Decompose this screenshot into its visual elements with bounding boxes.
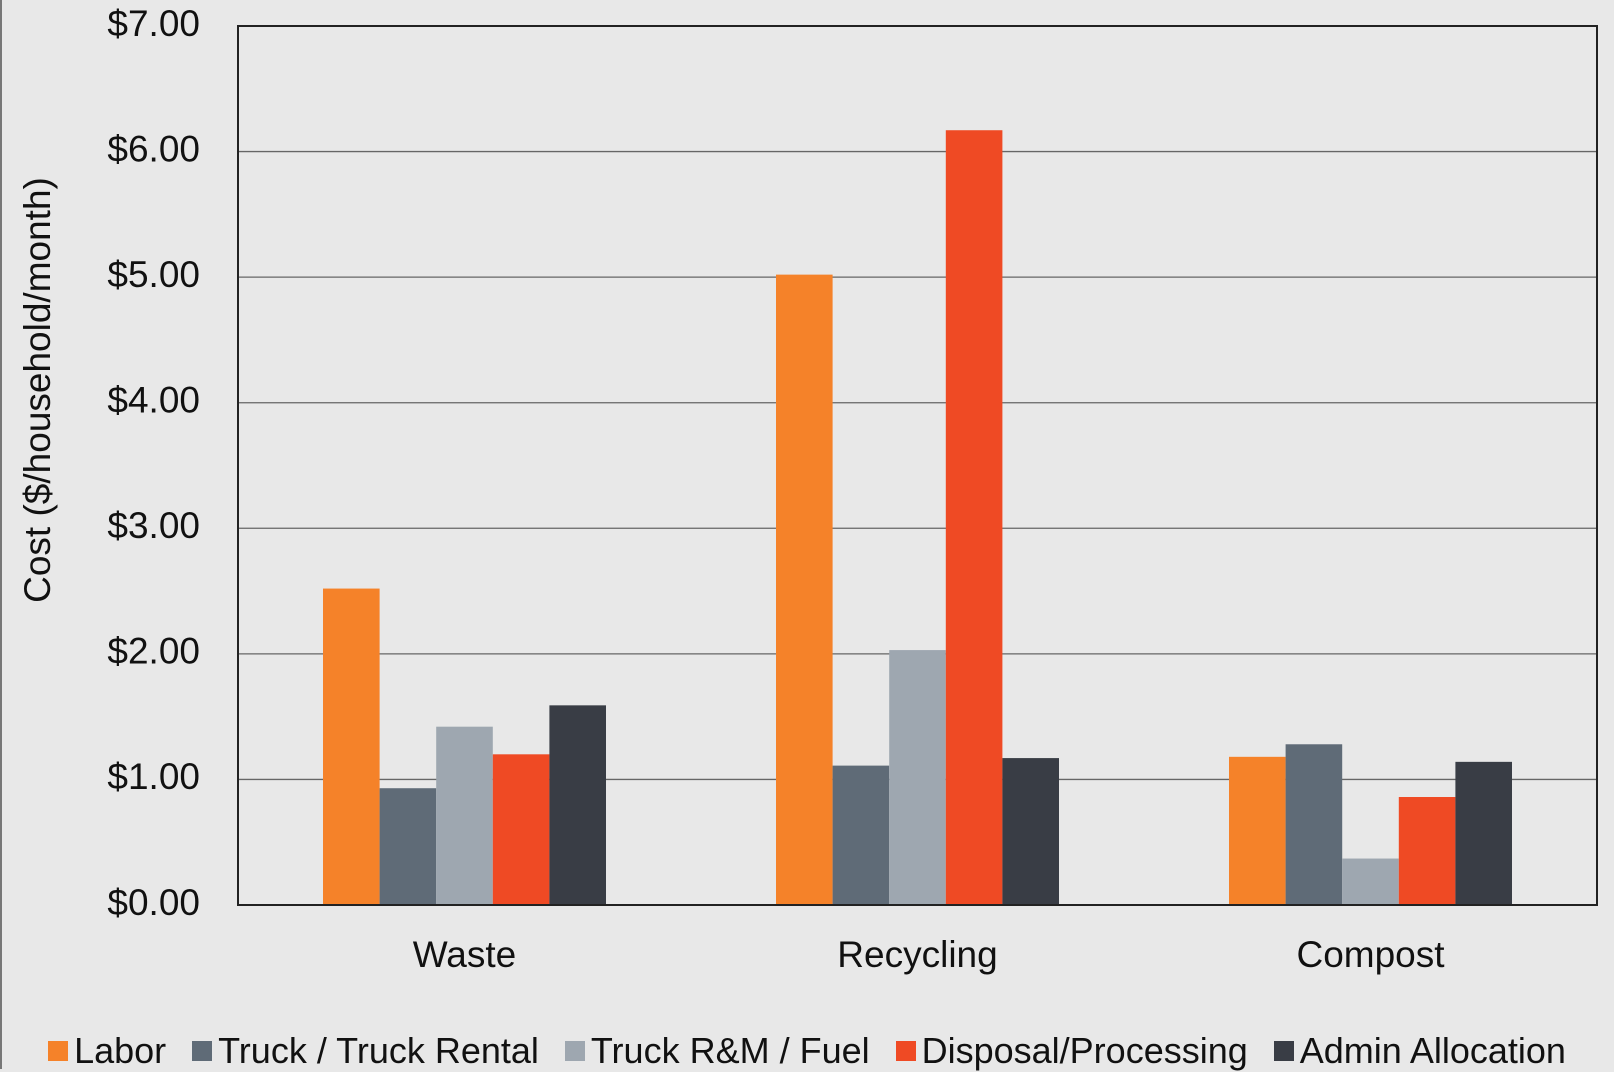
legend-label: Admin Allocation [1299,1030,1566,1071]
bar [1229,756,1286,905]
bar [323,588,380,905]
legend-item: Labor [48,1030,166,1072]
plot-border [237,25,1598,906]
y-tick-label: $4.00 [107,379,200,420]
legend-swatch [895,1041,916,1061]
bar [1285,744,1343,905]
bar [1342,858,1399,905]
y-tick-label: $0.00 [107,882,200,923]
legend-swatch [1273,1041,1294,1061]
x-tick-label: Compost [1296,934,1445,975]
legend-item: Truck R&M / Fuel [564,1030,870,1072]
legend-label: Labor [74,1030,167,1071]
legend-swatch [564,1041,585,1061]
bar [1002,758,1059,905]
bar [492,754,550,905]
bar [889,650,946,905]
y-tick-label: $6.00 [107,128,200,169]
y-tick-label: $2.00 [107,631,200,672]
bar [832,765,890,905]
x-tick-label: Recycling [837,934,997,975]
legend-swatch [48,1041,69,1061]
bar [379,788,437,905]
bar [436,726,493,905]
legend-label: Truck R&M / Fuel [590,1030,870,1071]
bar [776,274,833,905]
x-tick-label: Waste [413,934,516,975]
bar [1398,797,1456,905]
bar [549,705,606,905]
legend-swatch [192,1041,213,1061]
legend-label: Truck / Truck Rental [218,1030,539,1071]
y-tick-label: $1.00 [107,756,200,797]
legend-item: Truck / Truck Rental [192,1030,539,1072]
y-tick-label: $7.00 [107,3,200,44]
bar [945,130,1003,905]
y-axis-title: Cost ($/household/month) [17,177,58,603]
legend-item: Disposal/Processing [895,1030,1248,1072]
y-tick-label: $5.00 [107,254,200,295]
legend-label: Disposal/Processing [921,1030,1248,1071]
legend: Labor Truck / Truck Rental Truck R&M / Fue… [0,1030,1614,1072]
y-tick-label: $3.00 [107,505,200,546]
bar [1455,761,1512,905]
legend-item: Admin Allocation [1273,1030,1566,1072]
